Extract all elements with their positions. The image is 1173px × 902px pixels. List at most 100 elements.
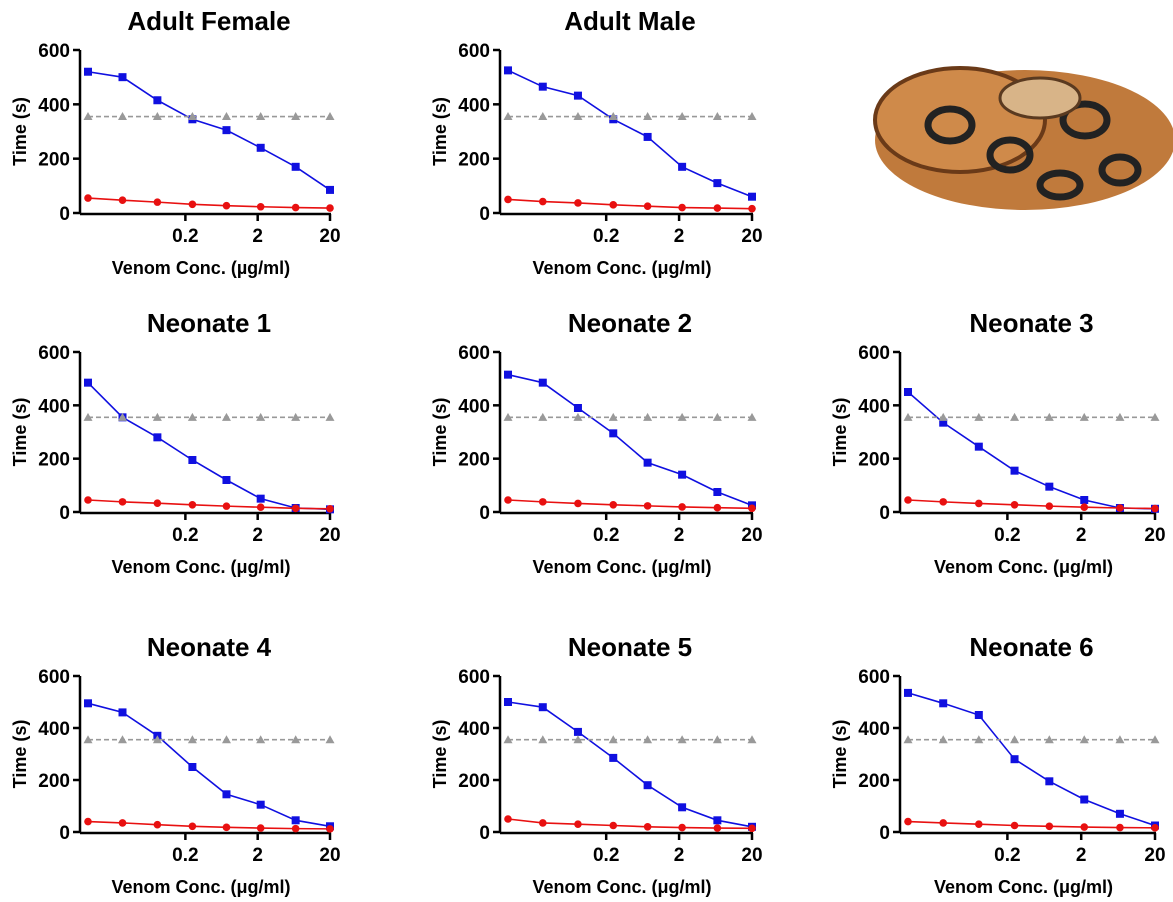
series-line <box>508 702 752 827</box>
point <box>539 83 547 91</box>
snake-head <box>1000 78 1080 118</box>
point <box>222 735 231 743</box>
x-tick-label: 2 <box>674 525 685 546</box>
x-tick-label: 20 <box>319 226 340 247</box>
point <box>84 818 92 826</box>
point <box>904 496 912 504</box>
y-axis-label: Time (s) <box>430 97 450 166</box>
series-line <box>88 703 330 826</box>
x-tick-label: 0.2 <box>172 226 198 247</box>
y-tick-label: 400 <box>38 95 70 116</box>
x-axis-label: Venom Conc. (μg/ml) <box>934 557 1113 577</box>
y-tick-label: 600 <box>38 667 70 688</box>
panel-title: Adult Female <box>127 6 290 36</box>
point <box>326 735 335 743</box>
y-tick-label: 400 <box>858 396 890 417</box>
y-tick-label: 200 <box>858 771 890 792</box>
x-axis-label: Venom Conc. (μg/ml) <box>934 877 1113 897</box>
x-axis-label: Venom Conc. (μg/ml) <box>532 557 711 577</box>
point <box>188 763 196 771</box>
point <box>609 754 617 762</box>
snake-photo <box>875 68 1173 210</box>
point <box>1010 735 1019 743</box>
point <box>118 735 127 743</box>
point <box>678 503 686 511</box>
x-axis-label: Venom Conc. (μg/ml) <box>111 877 290 897</box>
y-axis-label: Time (s) <box>10 398 30 467</box>
y-tick-label: 600 <box>858 343 890 364</box>
point <box>1116 824 1124 832</box>
point <box>904 388 912 396</box>
y-axis-label: Time (s) <box>430 720 450 789</box>
y-tick-label: 600 <box>458 343 490 364</box>
point <box>222 112 231 120</box>
x-tick-label: 2 <box>674 845 685 866</box>
point <box>538 112 547 120</box>
point <box>939 498 947 506</box>
series-line <box>88 72 330 190</box>
point <box>644 823 652 831</box>
figure: Adult FemaleTime (s)Venom Conc. (µg/ml)0… <box>0 0 1173 902</box>
point <box>574 728 582 736</box>
point <box>223 202 231 210</box>
point <box>326 505 334 513</box>
y-axis-label: Time (s) <box>830 720 850 789</box>
point <box>574 199 582 207</box>
point <box>644 459 652 467</box>
point <box>538 413 547 421</box>
x-tick-label: 20 <box>741 226 762 247</box>
point <box>1151 505 1159 513</box>
y-tick-label: 400 <box>858 719 890 740</box>
point <box>257 495 265 503</box>
point <box>222 790 230 798</box>
point <box>118 73 126 81</box>
y-tick-label: 200 <box>458 450 490 471</box>
point <box>678 471 686 479</box>
point <box>574 404 582 412</box>
point <box>1116 504 1124 512</box>
point <box>975 443 983 451</box>
x-tick-label: 20 <box>1144 525 1165 546</box>
point <box>84 194 92 202</box>
point <box>748 825 756 833</box>
x-tick-label: 0.2 <box>994 845 1020 866</box>
point <box>84 68 92 76</box>
point <box>326 825 334 833</box>
point <box>222 126 230 134</box>
point <box>84 699 92 707</box>
x-axis-label: Venom Conc. (μg/ml) <box>532 258 711 278</box>
y-tick-label: 0 <box>479 503 490 524</box>
point <box>748 504 756 512</box>
point <box>574 500 582 508</box>
y-tick-label: 400 <box>38 396 70 417</box>
x-tick-label: 0.2 <box>172 845 198 866</box>
panel: Neonate 1Time (s)Venom Conc. (μg/ml)0200… <box>10 308 341 577</box>
point <box>1011 755 1019 763</box>
point <box>609 201 617 209</box>
x-tick-label: 0.2 <box>994 525 1020 546</box>
y-tick-label: 400 <box>38 719 70 740</box>
y-tick-label: 400 <box>458 719 490 740</box>
x-tick-label: 20 <box>319 845 340 866</box>
point <box>714 824 722 832</box>
series-line <box>908 693 1155 826</box>
y-tick-label: 0 <box>479 204 490 225</box>
point <box>714 504 722 512</box>
point <box>257 801 265 809</box>
x-tick-label: 2 <box>252 226 263 247</box>
y-tick-label: 0 <box>879 823 890 844</box>
y-axis-label: Time (s) <box>830 398 850 467</box>
y-tick-label: 200 <box>858 450 890 471</box>
point <box>1046 502 1054 510</box>
point <box>539 498 547 506</box>
point <box>539 198 547 206</box>
point <box>1010 413 1019 421</box>
x-tick-label: 20 <box>741 525 762 546</box>
point <box>257 503 265 511</box>
y-tick-label: 600 <box>858 667 890 688</box>
point <box>609 429 617 437</box>
point <box>713 179 721 187</box>
